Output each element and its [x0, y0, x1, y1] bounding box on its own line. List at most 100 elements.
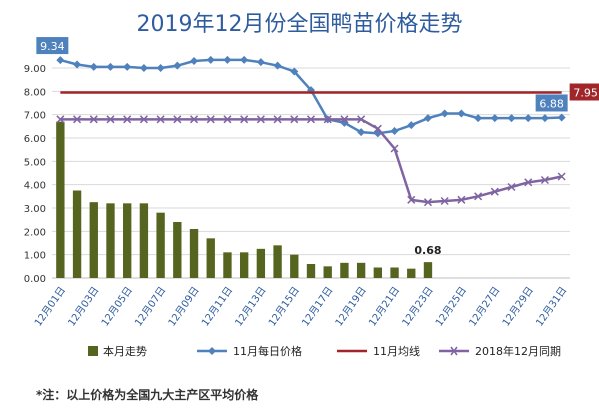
data-label: 0.68	[414, 244, 441, 257]
point-marker	[557, 113, 566, 122]
data-label: 9.34	[40, 40, 65, 53]
legend-label: 11月每日价格	[233, 344, 302, 358]
point-marker	[139, 64, 148, 72]
bar	[239, 252, 249, 278]
point-marker	[440, 196, 449, 206]
point-marker	[357, 115, 366, 124]
data-label: 6.88	[539, 97, 564, 110]
y-tick-label: 8.00	[24, 87, 46, 98]
bar	[72, 190, 82, 278]
point-marker	[206, 55, 215, 64]
point-marker	[273, 115, 282, 124]
y-tick-label: 0.00	[24, 274, 46, 285]
point-marker	[507, 182, 516, 192]
point-marker	[89, 62, 98, 71]
point-marker	[73, 115, 82, 124]
point-marker	[507, 114, 516, 123]
point-marker	[223, 115, 232, 124]
bar	[106, 203, 115, 278]
point-marker	[407, 121, 416, 130]
point-marker	[190, 57, 199, 65]
legend-marker	[208, 347, 216, 355]
x-tick-label: 12月27日	[467, 285, 503, 329]
x-tick-label: 12月19日	[333, 285, 369, 329]
bar	[373, 267, 383, 278]
point-marker	[407, 195, 416, 204]
point-marker	[357, 128, 366, 137]
bar	[407, 268, 416, 278]
y-tick-label: 1.00	[24, 251, 46, 262]
y-tick-label: 9.00	[24, 64, 46, 75]
legend-marker	[450, 346, 458, 356]
footnote: *注：以上价格为全国九大主产区平均价格	[36, 388, 259, 402]
point-marker	[306, 115, 316, 124]
point-marker	[457, 109, 466, 118]
point-marker	[123, 115, 132, 124]
point-marker	[540, 175, 549, 185]
bar	[273, 245, 282, 278]
bar	[390, 267, 399, 278]
point-marker	[56, 56, 65, 65]
point-marker	[223, 55, 232, 64]
point-marker	[290, 67, 299, 76]
x-tick-label: 12月13日	[233, 285, 269, 329]
point-marker	[474, 192, 483, 201]
x-tick-label: 12月23日	[400, 285, 436, 329]
bar	[206, 238, 215, 278]
point-marker	[373, 124, 382, 133]
data-label-box	[535, 94, 568, 112]
y-tick-label: 6.00	[24, 134, 46, 145]
point-marker	[524, 178, 533, 187]
x-tick-label: 12月29日	[500, 285, 536, 329]
x-tick-label: 12月15日	[266, 285, 302, 329]
x-tick-label: 12月09日	[166, 285, 202, 329]
point-marker	[490, 114, 499, 123]
x-tick-label: 12月11日	[199, 285, 235, 329]
bar	[156, 212, 165, 278]
x-tick-label: 12月01日	[32, 285, 68, 329]
point-marker	[490, 187, 499, 196]
bar	[256, 248, 266, 278]
legend-label: 本月走势	[103, 344, 147, 358]
point-marker	[423, 198, 432, 207]
point-marker	[440, 109, 449, 118]
series-line-nov-daily	[60, 58, 562, 135]
point-marker	[106, 62, 115, 71]
point-marker	[390, 127, 399, 135]
point-marker	[173, 61, 182, 70]
point-marker	[123, 62, 132, 71]
x-tick-label: 12月07日	[132, 285, 168, 329]
point-marker	[474, 114, 483, 123]
point-marker	[423, 114, 432, 123]
legend-label: 2018年12月同期	[475, 344, 561, 358]
point-marker	[156, 64, 165, 72]
x-tick-label: 12月05日	[99, 285, 135, 329]
y-tick-label: 4.00	[24, 181, 46, 192]
point-marker	[206, 115, 215, 124]
bar	[290, 254, 299, 278]
point-marker	[390, 144, 399, 153]
data-label-box	[569, 83, 599, 101]
x-tick-label: 12月17日	[300, 285, 336, 329]
bar	[123, 203, 132, 278]
point-marker	[524, 114, 533, 123]
point-marker	[273, 61, 282, 70]
point-marker	[89, 115, 98, 124]
y-tick-label: 2.00	[24, 227, 46, 238]
x-tick-label: 12月03日	[66, 285, 102, 329]
x-tick-label: 12月25日	[433, 285, 469, 329]
bar	[356, 262, 366, 278]
point-marker	[156, 115, 165, 124]
legend-swatch	[88, 346, 98, 356]
point-marker	[256, 58, 265, 67]
bar	[189, 229, 199, 278]
point-marker	[73, 60, 82, 69]
bar	[223, 252, 232, 278]
point-marker	[240, 55, 249, 64]
point-marker	[256, 115, 265, 124]
point-marker	[240, 115, 249, 124]
point-marker	[457, 195, 466, 204]
chart-title: 2019年12月份全国鸭苗价格走势	[136, 12, 463, 37]
point-marker	[340, 115, 349, 124]
